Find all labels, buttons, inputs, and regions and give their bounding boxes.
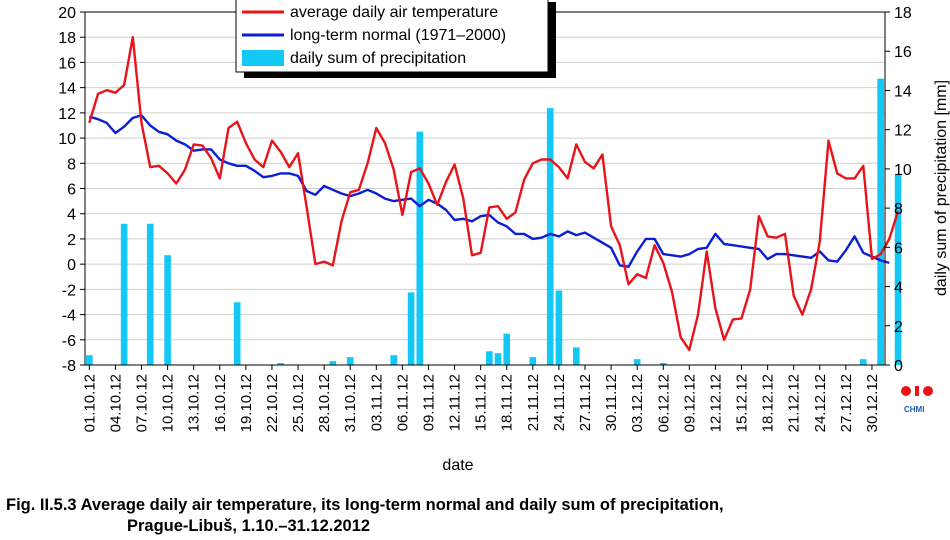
temperature-lines [88, 36, 900, 352]
precipitation-bar [407, 292, 415, 365]
x-tick-label: 27.12.12 [838, 374, 855, 432]
precipitation-bar [86, 355, 93, 365]
left-tick-label: 10 [58, 131, 76, 148]
left-tick-label: 14 [58, 81, 76, 98]
left-tick-label: 12 [58, 106, 76, 123]
x-tick-label: 13.10.12 [186, 374, 203, 432]
figure-caption: Fig. II.5.3 Average daily air temperatur… [6, 495, 724, 537]
right-tick-label: 2 [894, 319, 903, 336]
right-tick-label: 8 [894, 201, 903, 218]
legend-box [235, 0, 549, 73]
x-tick-label: 25.10.12 [290, 374, 307, 432]
right-tick-label: 12 [894, 123, 912, 140]
x-axis-label: date [442, 457, 473, 474]
x-tick-label: 16.10.12 [212, 374, 229, 432]
x-tick-label: 18.12.12 [760, 374, 777, 432]
x-tick-label: 19.10.12 [238, 374, 255, 432]
left-tick-label: 4 [67, 207, 76, 224]
left-tick-label: -8 [62, 358, 76, 375]
x-tick-label: 27.11.12 [577, 374, 594, 431]
precipitation-bar [164, 255, 171, 365]
caption-line-1: Fig. II.5.3 Average daily air temperatur… [6, 496, 724, 514]
right-axis: 0 2 4 6 8 10 12 14 16 18 [885, 5, 912, 375]
x-tick-label: 21.11.12 [525, 374, 542, 431]
precipitation-bar [494, 353, 502, 365]
x-tick-label: 15.12.12 [734, 374, 751, 432]
x-axis: 01.10.12 04.10.12 07.10.12 10.10.12 13.10.12… [81, 365, 881, 432]
precipitation-bar [546, 108, 554, 365]
precipitation-bar [633, 359, 641, 365]
x-tick-label: 12.11.12 [447, 374, 464, 431]
legend-label: long-term normal (1971–2000) [290, 27, 506, 44]
x-tick-label: 12.12.12 [707, 374, 724, 432]
precipitation-bar [659, 363, 667, 365]
x-tick-label: 31.10.12 [342, 374, 359, 432]
precipitation-bar [573, 347, 580, 365]
right-tick-label: 4 [894, 280, 903, 297]
caption-line-2: Prague-Libuš, 1.10.–31.12.2012 [127, 517, 371, 535]
chart-svg: -8 -6 -4 -2 0 2 4 6 8 10 12 14 16 18 20 0 2 4 6 8 10 12 14 16 1… [58, 0, 950, 474]
left-tick-label: 6 [67, 182, 76, 199]
left-tick-label: 16 [58, 55, 76, 72]
right-tick-label: 16 [894, 44, 912, 61]
x-tick-label: 18.11.12 [499, 374, 516, 431]
precipitation-bar [233, 302, 241, 365]
x-tick-label: 07.10.12 [134, 374, 151, 432]
precipitation-bar [277, 363, 284, 365]
precipitation-bar [894, 174, 902, 365]
left-tick-label: 2 [67, 232, 76, 249]
x-tick-label: 22.10.12 [264, 374, 281, 432]
left-axis: -8 -6 -4 -2 0 2 4 6 8 10 12 14 16 18 20 [58, 5, 85, 375]
right-tick-label: 14 [894, 83, 912, 100]
x-tick-label: 06.11.12 [394, 374, 411, 431]
precipitation-bar [503, 333, 511, 365]
logo-text: CHMI [904, 405, 925, 414]
x-tick-label: 28.10.12 [316, 374, 333, 432]
right-tick-label: 18 [894, 5, 912, 22]
left-tick-label: 8 [67, 156, 76, 173]
left-tick-label: 0 [67, 257, 76, 274]
temperature-line [88, 36, 900, 352]
precipitation-bar [329, 361, 337, 365]
left-tick-label: -2 [62, 282, 76, 299]
precipitation-bar [555, 290, 563, 365]
x-tick-label: 24.12.12 [812, 374, 829, 432]
right-tick-label: 6 [894, 240, 903, 257]
x-tick-label: 24.11.12 [551, 374, 568, 431]
x-tick-label: 01.10.12 [81, 374, 98, 432]
x-tick-label: 09.12.12 [681, 374, 698, 432]
precipitation-bar [346, 357, 354, 365]
precipitation-bar [486, 351, 493, 365]
right-tick-label: 10 [894, 162, 912, 179]
precipitation-bar [859, 359, 867, 365]
x-tick-label: 03.11.12 [368, 374, 385, 431]
x-tick-label: 04.10.12 [107, 374, 124, 432]
legend-label: daily sum of precipitation [290, 50, 466, 67]
precipitation-bars [86, 78, 902, 365]
precipitation-bar [877, 78, 884, 365]
x-tick-label: 09.11.12 [420, 374, 437, 431]
x-tick-label: 15.11.12 [473, 374, 490, 431]
precipitation-bar [146, 223, 154, 365]
legend-swatch [242, 50, 284, 66]
left-tick-label: 20 [58, 5, 76, 22]
precipitation-bar [120, 223, 128, 365]
left-tick-label: -6 [62, 333, 76, 350]
left-tick-label: -4 [62, 308, 76, 325]
precipitation-bar [529, 357, 537, 365]
x-tick-label: 30.12.12 [864, 374, 881, 432]
precipitation-bar [416, 131, 424, 365]
legend: average daily air temperature long-term n… [235, 0, 556, 78]
x-tick-label: 30.11.12 [603, 374, 620, 431]
x-tick-label: 06.12.12 [655, 374, 672, 432]
right-tick-label: 0 [894, 358, 903, 375]
x-tick-label: 03.12.12 [629, 374, 646, 432]
right-axis-label: daily sum of precipitation [mm] [933, 80, 950, 296]
x-tick-label: 21.12.12 [786, 374, 803, 432]
left-tick-label: 18 [58, 30, 76, 47]
legend-label: average daily air temperature [290, 4, 498, 21]
x-tick-label: 10.10.12 [160, 374, 177, 432]
chmi-logo-icon [901, 386, 933, 396]
precipitation-bar [390, 355, 397, 365]
